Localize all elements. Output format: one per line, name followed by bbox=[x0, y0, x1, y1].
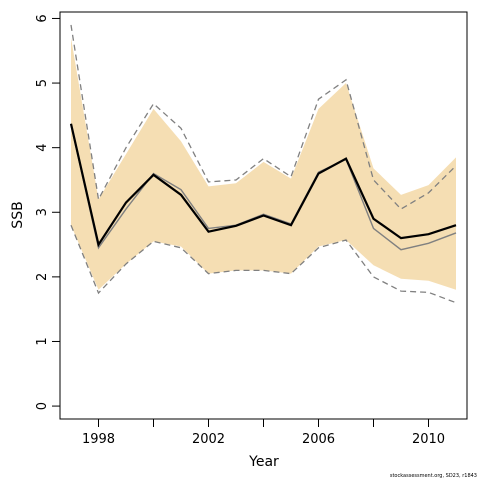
y-axis: 0 1 2 3 4 5 6 bbox=[35, 14, 60, 410]
y-axis-label: SSB bbox=[10, 201, 26, 228]
series-line-gray-solid bbox=[70, 124, 457, 251]
series-line-black-solid bbox=[69, 123, 457, 248]
x-tick-label: 2010 bbox=[412, 432, 445, 447]
confidence-band bbox=[71, 37, 456, 290]
y-tick-label: 5 bbox=[35, 79, 50, 87]
y-tick-label: 4 bbox=[35, 144, 50, 152]
y-tick-label: 1 bbox=[35, 337, 50, 345]
x-tick-label: 1998 bbox=[82, 432, 115, 447]
credit-text: stockassessment.org, SD23, r1843 bbox=[390, 473, 477, 479]
confidence-band-layer bbox=[71, 37, 456, 290]
series-line-dashed-upper bbox=[70, 24, 457, 210]
x-axis: 1998 2002 2006 2010 bbox=[82, 419, 445, 447]
series-layer bbox=[69, 24, 457, 304]
series-line-dashed-lower bbox=[70, 224, 457, 304]
x-tick-label: 2006 bbox=[302, 432, 335, 447]
y-tick-label: 6 bbox=[35, 14, 50, 22]
y-tick-label: 0 bbox=[35, 402, 50, 410]
y-tick-label: 3 bbox=[35, 208, 50, 216]
y-tick-label: 2 bbox=[35, 273, 50, 281]
x-tick-label: 2002 bbox=[192, 432, 225, 447]
x-axis-label: Year bbox=[248, 454, 279, 470]
